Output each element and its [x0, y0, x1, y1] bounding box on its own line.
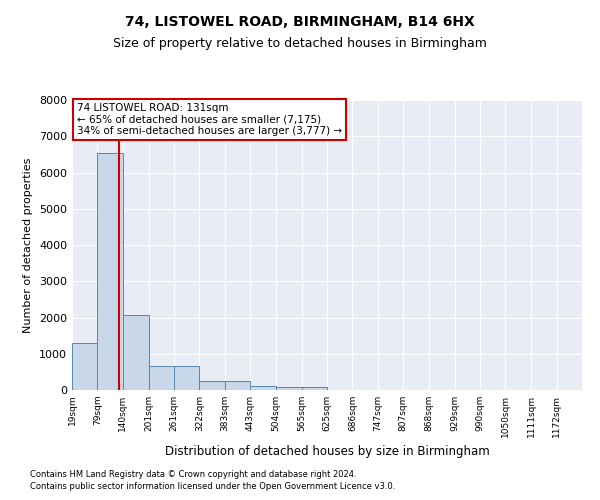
- X-axis label: Distribution of detached houses by size in Birmingham: Distribution of detached houses by size …: [164, 446, 490, 458]
- Bar: [199, 381, 225, 390]
- Text: Contains public sector information licensed under the Open Government Licence v3: Contains public sector information licen…: [30, 482, 395, 491]
- Y-axis label: Number of detached properties: Number of detached properties: [23, 158, 34, 332]
- Text: 74, LISTOWEL ROAD, BIRMINGHAM, B14 6HX: 74, LISTOWEL ROAD, BIRMINGHAM, B14 6HX: [125, 15, 475, 29]
- Bar: [302, 387, 327, 390]
- Bar: [97, 152, 123, 390]
- Bar: [174, 366, 199, 390]
- Bar: [276, 387, 302, 390]
- Bar: [250, 386, 276, 390]
- Bar: [225, 381, 250, 390]
- Text: Contains HM Land Registry data © Crown copyright and database right 2024.: Contains HM Land Registry data © Crown c…: [30, 470, 356, 479]
- Bar: [123, 314, 149, 390]
- Text: Size of property relative to detached houses in Birmingham: Size of property relative to detached ho…: [113, 38, 487, 51]
- Bar: [149, 366, 174, 390]
- Text: 74 LISTOWEL ROAD: 131sqm
← 65% of detached houses are smaller (7,175)
34% of sem: 74 LISTOWEL ROAD: 131sqm ← 65% of detach…: [77, 103, 342, 136]
- Bar: [72, 343, 97, 390]
